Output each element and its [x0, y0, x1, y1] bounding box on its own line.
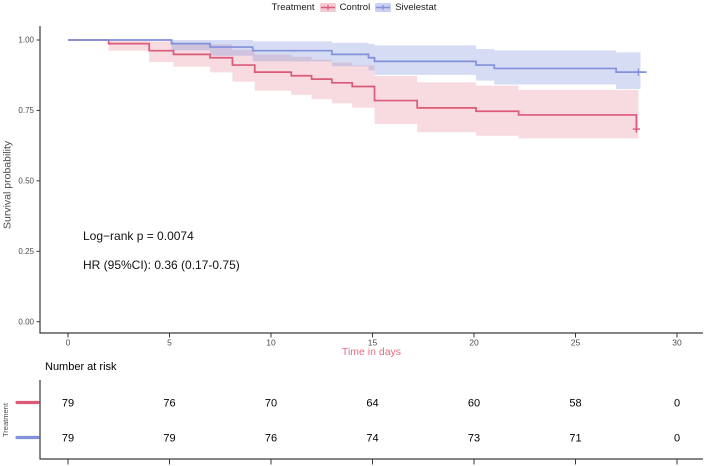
- x-tick-label: 30: [672, 338, 682, 348]
- risk-axes: [39, 380, 703, 460]
- risk-count: 76: [163, 397, 175, 409]
- risk-count: 79: [163, 432, 175, 444]
- censor-mark-sivelestat: [634, 68, 643, 76]
- risk-count: 76: [265, 432, 277, 444]
- legend: Treatment Control Sivelestat: [0, 0, 708, 15]
- risk-count: 79: [62, 397, 74, 409]
- control-key-icon: [319, 3, 336, 12]
- risk-count: 70: [265, 397, 277, 409]
- y-tick-label: 1.00: [18, 36, 34, 45]
- y-tick-label: 0.75: [18, 106, 34, 115]
- x-tick-label: 15: [368, 338, 378, 348]
- x-tick-label: 20: [469, 338, 479, 348]
- y-tick-label: 0.25: [18, 247, 34, 256]
- x-axis-title: Time in days: [341, 346, 402, 358]
- ci-band-sivelestat: [68, 40, 641, 90]
- x-tick-label: 25: [571, 338, 581, 348]
- logrank-annotation: Log−rank p = 0.0074: [83, 229, 194, 243]
- legend-item-sivelestat: Sivelestat: [375, 2, 436, 13]
- risk-count: 73: [468, 432, 480, 444]
- risk-count: 0: [674, 397, 680, 409]
- survival-curve-control: [68, 39, 638, 130]
- risk-count: 0: [674, 432, 680, 444]
- risk-count: 64: [366, 397, 378, 409]
- risk-count: 74: [366, 432, 378, 444]
- plot-axes: [39, 26, 703, 334]
- risk-count: 71: [569, 432, 581, 444]
- ci-band-control: [68, 40, 639, 139]
- risk-table-title: Number at risk: [45, 361, 117, 373]
- x-tick-label: 0: [66, 338, 71, 348]
- x-tick-label: 10: [266, 338, 276, 348]
- risk-count: 58: [569, 397, 581, 409]
- y-tick-label: 0.50: [18, 176, 34, 185]
- legend-label-sivelestat: Sivelestat: [395, 2, 437, 13]
- censor-mark-control: [632, 125, 640, 133]
- survival-curve-sivelestat: [68, 39, 647, 73]
- legend-title: Treatment: [271, 2, 315, 13]
- legend-label-control: Control: [339, 2, 371, 13]
- risk-count: 60: [468, 397, 480, 409]
- x-tick-label: 5: [167, 338, 172, 348]
- legend-item-control: Control: [319, 2, 371, 13]
- hazard-ratio-annotation: HR (95%CI): 0.36 (0.17-0.75): [83, 258, 240, 272]
- sivelestat-key-icon: [375, 3, 392, 12]
- risk-count: 79: [62, 432, 74, 444]
- risk-table-axis-label: Treatment: [1, 403, 10, 437]
- y-tick-label: 0.00: [18, 317, 34, 326]
